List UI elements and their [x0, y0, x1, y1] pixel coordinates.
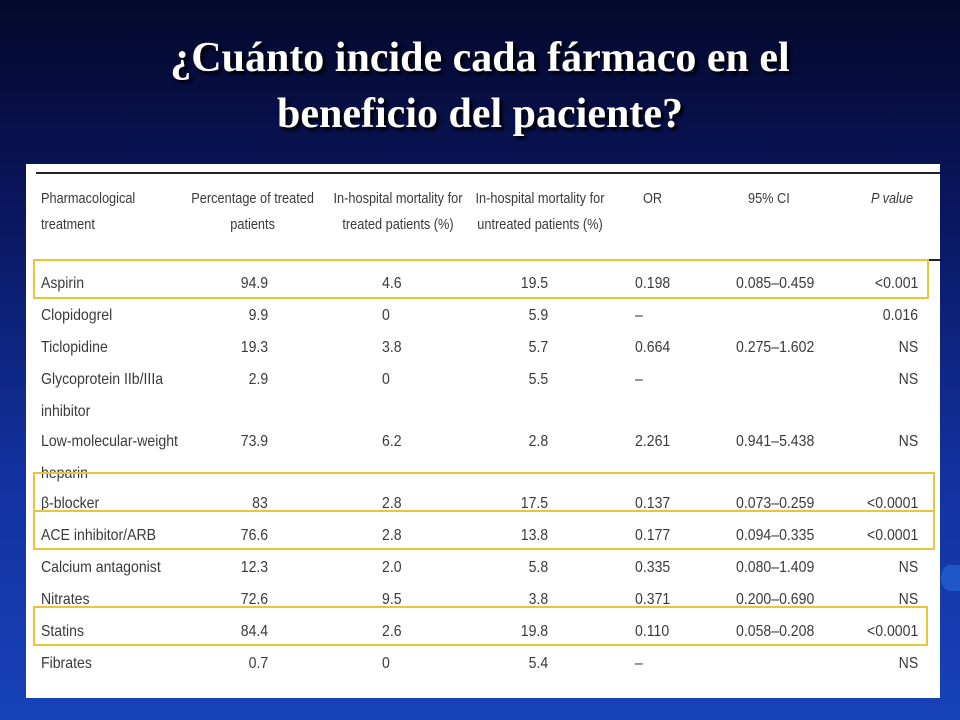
cell-p-value: NS	[898, 655, 918, 672]
cell-mortality-untreated: 17.5	[520, 495, 548, 512]
cell-p-value: <0.0001	[866, 495, 918, 512]
cell-odds-ratio: 0.371	[635, 591, 671, 608]
cell-treatment: Aspirin	[41, 275, 85, 292]
cell-percentage-treated: 0.7	[248, 655, 268, 672]
cell-p-value: NS	[898, 371, 918, 388]
header-p-value: P value	[871, 190, 914, 207]
cell-mortality-treated: 2.6	[382, 623, 402, 640]
cell-treatment: Glycoprotein IIb/IIIa inhibitor	[41, 371, 164, 420]
cell-odds-ratio: 0.335	[635, 559, 671, 576]
cell-confidence-interval: 0.080–1.409	[736, 559, 815, 576]
slide-title-line-2: beneficio del paciente?	[277, 91, 683, 137]
cell-treatment: Statins	[41, 623, 85, 640]
cell-mortality-treated: 3.8	[382, 339, 402, 356]
cell-mortality-untreated: 5.8	[528, 559, 548, 576]
cell-mortality-treated: 4.6	[382, 275, 402, 292]
cell-odds-ratio: 0.137	[635, 495, 671, 512]
slide-title: ¿Cuánto incide cada fármaco en el benefi…	[0, 30, 960, 142]
cell-percentage-treated: 83	[252, 495, 268, 512]
header-treatment: Pharmacological treatment	[41, 190, 136, 233]
cell-mortality-treated: 2.8	[382, 495, 402, 512]
cell-percentage-treated: 72.6	[240, 591, 268, 608]
cell-mortality-untreated: 2.8	[528, 433, 548, 450]
cell-mortality-untreated: 5.9	[528, 307, 548, 324]
cell-percentage-treated: 2.9	[248, 371, 268, 388]
cell-treatment: β-blocker	[41, 495, 100, 512]
cell-p-value: 0.016	[882, 307, 918, 324]
cell-mortality-treated: 2.0	[382, 559, 402, 576]
header-ci: 95% CI	[748, 190, 790, 207]
cell-confidence-interval: 0.073–0.259	[736, 495, 815, 512]
cell-treatment: Fibrates	[41, 655, 92, 672]
cell-confidence-interval: 0.941–5.438	[736, 433, 815, 450]
slide-title-line-1: ¿Cuánto incide cada fármaco en el	[170, 35, 790, 81]
cell-treatment: Ticlopidine	[41, 339, 108, 356]
cell-p-value: NS	[898, 339, 918, 356]
cell-odds-ratio: 0.198	[635, 275, 671, 292]
cell-confidence-interval: 0.200–0.690	[736, 591, 815, 608]
cell-percentage-treated: 12.3	[240, 559, 268, 576]
cell-odds-ratio: –	[635, 371, 643, 388]
cell-confidence-interval: 0.094–0.335	[736, 527, 815, 544]
cell-mortality-treated: 0	[382, 655, 390, 672]
cell-percentage-treated: 76.6	[240, 527, 268, 544]
cell-percentage-treated: 94.9	[240, 275, 268, 292]
cell-confidence-interval: 0.058–0.208	[736, 623, 815, 640]
results-table: Pharmacological treatment Percentage of …	[26, 164, 940, 698]
cell-confidence-interval: 0.275–1.602	[736, 339, 815, 356]
header-or: OR	[643, 190, 663, 207]
cell-p-value: <0.0001	[866, 623, 918, 640]
cell-percentage-treated: 84.4	[240, 623, 268, 640]
cell-treatment: ACE inhibitor/ARB	[41, 527, 157, 544]
cell-mortality-untreated: 19.5	[520, 275, 548, 292]
cell-mortality-untreated: 13.8	[520, 527, 548, 544]
cell-percentage-treated: 73.9	[240, 433, 268, 450]
cell-mortality-untreated: 5.5	[528, 371, 548, 388]
cell-treatment: Clopidogrel	[41, 307, 113, 324]
table-top-rule	[36, 172, 940, 174]
cell-treatment: Calcium antagonist	[41, 559, 161, 576]
cell-percentage-treated: 9.9	[248, 307, 268, 324]
cell-odds-ratio: 0.110	[635, 623, 670, 640]
cell-mortality-untreated: 19.8	[520, 623, 548, 640]
cell-p-value: <0.001	[874, 275, 918, 292]
header-mortality-treated: In-hospital mortality for treated patien…	[333, 190, 463, 233]
cell-odds-ratio: 0.664	[635, 339, 671, 356]
cell-p-value: NS	[898, 433, 918, 450]
cell-p-value: <0.0001	[866, 527, 918, 544]
cell-mortality-untreated: 5.7	[528, 339, 548, 356]
decorative-edge-mark	[941, 565, 960, 591]
cell-p-value: NS	[898, 559, 918, 576]
cell-odds-ratio: –	[635, 655, 643, 672]
cell-odds-ratio: –	[635, 307, 643, 324]
table-header-rule	[36, 259, 940, 261]
cell-odds-ratio: 0.177	[635, 527, 671, 544]
header-percentage-treated: Percentage of treated patients	[191, 190, 314, 233]
cell-mortality-treated: 0	[382, 371, 390, 388]
cell-mortality-untreated: 5.4	[528, 655, 548, 672]
cell-percentage-treated: 19.3	[240, 339, 268, 356]
cell-mortality-untreated: 3.8	[528, 591, 548, 608]
cell-confidence-interval: 0.085–0.459	[736, 275, 815, 292]
cell-mortality-treated: 0	[382, 307, 390, 324]
cell-mortality-treated: 2.8	[382, 527, 402, 544]
cell-mortality-treated: 6.2	[382, 433, 402, 450]
cell-p-value: NS	[898, 591, 918, 608]
header-mortality-untreated: In-hospital mortality for untreated pati…	[475, 190, 605, 233]
cell-odds-ratio: 2.261	[635, 433, 671, 450]
cell-treatment: Nitrates	[41, 591, 90, 608]
cell-mortality-treated: 9.5	[382, 591, 402, 608]
cell-treatment: Low-molecular-weight heparin	[41, 433, 178, 482]
